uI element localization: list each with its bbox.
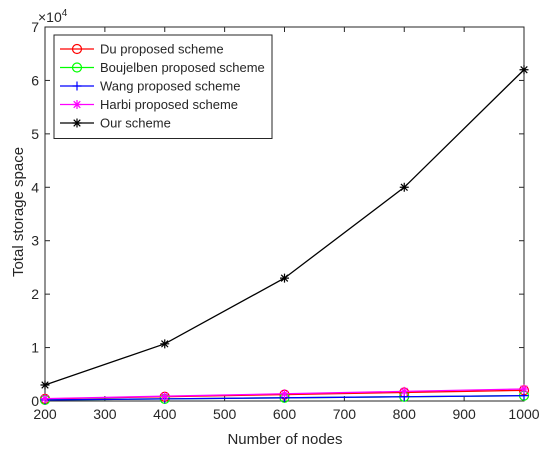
data-point [40, 380, 50, 390]
data-point [280, 389, 289, 399]
legend-label: Wang proposed scheme [100, 79, 240, 94]
x-tick-label: 700 [333, 406, 357, 422]
data-point [40, 394, 50, 404]
x-tick-label: 400 [153, 406, 177, 422]
legend-label: Du proposed scheme [100, 42, 224, 57]
x-axis-label: Number of nodes [227, 431, 342, 448]
y-tick-label: 0 [31, 393, 39, 409]
y-tick-label: 3 [31, 233, 39, 249]
data-point [160, 339, 170, 349]
data-point [280, 273, 289, 283]
y-tick-label: 1 [31, 340, 39, 356]
y-tick-label: 4 [31, 179, 39, 195]
data-point [519, 384, 529, 394]
y-exponent-base: ×10 [38, 9, 62, 25]
legend-entry: Wang proposed scheme [60, 79, 240, 94]
series-5 [40, 65, 529, 390]
x-tick-label: 800 [393, 406, 417, 422]
y-tick-label: 7 [31, 19, 39, 35]
legend-box [53, 34, 273, 139]
data-point [160, 391, 170, 401]
y-tick-label: 6 [31, 72, 39, 88]
legend-marker [72, 100, 82, 109]
legend-marker [72, 81, 82, 91]
data-point [519, 65, 529, 75]
legend-entry: Our scheme [60, 116, 171, 131]
legend-label: Harbi proposed scheme [100, 97, 238, 112]
y-tick-label: 5 [31, 126, 39, 142]
y-tick-label: 2 [31, 286, 39, 302]
legend-marker [71, 62, 83, 73]
y-axis-exponent: ×104 [38, 8, 68, 25]
y-axis-label: Total storage space [10, 147, 27, 277]
data-point [399, 182, 409, 192]
legend-entry: Boujelben proposed scheme [60, 60, 265, 75]
x-tick-label: 1000 [508, 406, 539, 422]
legend-marker [72, 118, 82, 128]
x-tick-label: 300 [93, 406, 117, 422]
y-exponent-power: 4 [62, 8, 68, 19]
legend-marker [71, 43, 83, 55]
series-layer [39, 65, 530, 406]
x-tick-label: 600 [273, 406, 297, 422]
legend-label: Boujelben proposed scheme [100, 60, 265, 75]
x-tick-label: 500 [213, 406, 237, 422]
legend-label: Our scheme [100, 116, 171, 131]
x-tick-label: 200 [33, 406, 57, 422]
data-point [399, 386, 409, 396]
x-tick-label: 900 [452, 406, 476, 422]
series-4 [40, 384, 529, 404]
legend-entry: Du proposed scheme [60, 42, 224, 57]
legend-entry: Harbi proposed scheme [60, 97, 238, 112]
legend: Du proposed scheme Boujelben proposed sch… [53, 34, 273, 139]
